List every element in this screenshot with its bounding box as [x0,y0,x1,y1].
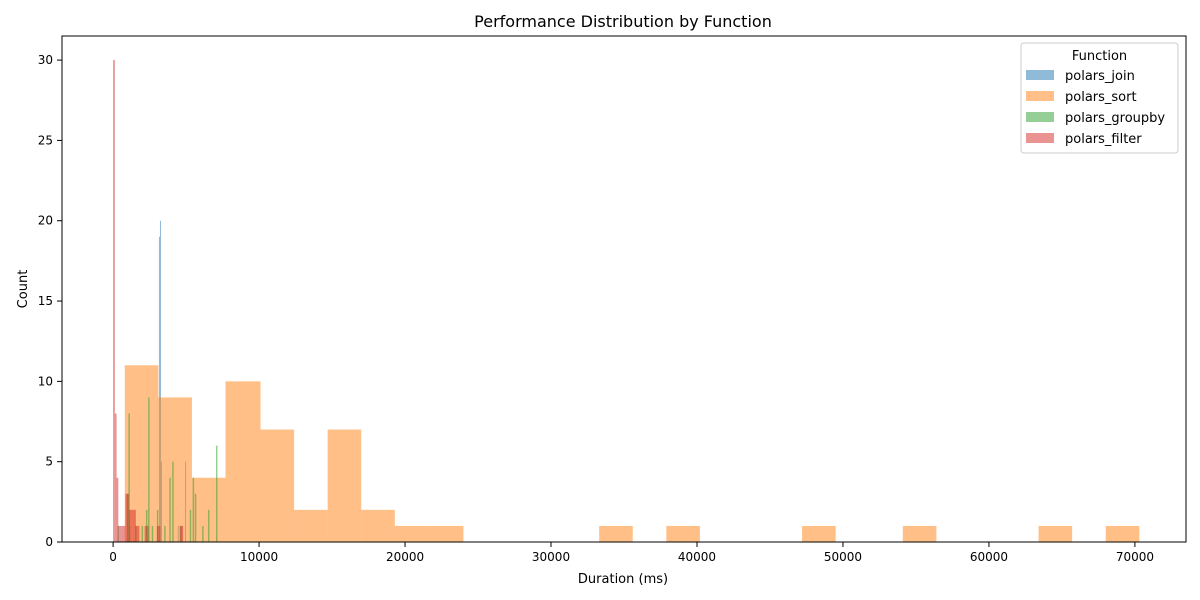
y-tick-label: 5 [45,455,53,469]
bar-polars_filter-0 [113,60,115,542]
bar-polars_sort-15 [1105,525,1140,542]
y-tick-label: 0 [45,535,53,549]
y-tick-label: 25 [38,133,53,147]
bar-polars_filter-8 [135,525,140,542]
legend-swatch-polars_sort [1026,91,1054,101]
x-tick-label: 10000 [240,550,278,564]
bar-polars_filter-1 [114,413,117,542]
bar-polars_groupby-16 [202,525,204,542]
bar-polars_groupby-13 [189,509,192,542]
y-axis-label: Count [16,270,31,309]
x-tick-label: 20000 [386,550,424,564]
x-tick-label: 40000 [678,550,716,564]
bar-polars_filter-11 [179,525,184,542]
bar-polars_filter-6 [128,509,133,542]
legend-swatch-polars_filter [1026,133,1054,143]
x-axis: 0 10000 20000 30000 40000 50000 60000 70000 [109,542,1154,564]
bar-polars_groupby-5 [145,509,148,542]
bar-polars_groupby-17 [207,509,210,542]
y-axis: 0 5 10 15 20 25 30 [38,53,62,549]
bar-polars_groupby-15 [194,493,197,542]
legend-swatch-polars_join [1026,70,1054,80]
bar-polars_sort-9 [429,525,464,542]
bar-polars_filter-4 [121,525,126,542]
bar-polars_groupby-6 [148,397,150,542]
bar-polars_groupby-7 [151,525,154,542]
y-tick-label: 30 [38,53,53,67]
bar-polars_sort-4 [260,429,295,542]
bar-polars_groupby-4 [141,525,144,542]
y-tick-label: 15 [38,294,53,308]
bar-polars_sort-1 [158,397,192,542]
legend-label-polars_filter: polars_filter [1065,132,1142,147]
series-polars_filter [113,60,184,542]
plot-frame [61,35,1187,543]
x-tick-label: 0 [109,550,117,564]
bar-polars_sort-6 [327,429,362,542]
legend-label-polars_sort: polars_sort [1065,90,1137,105]
bar-polars_sort-13 [902,525,937,542]
bar-polars_filter-9 [144,525,149,542]
bar-polars_sort-8 [394,525,430,542]
bar-polars_sort-3 [225,381,261,542]
bar-polars_groupby-18 [216,445,218,542]
legend: Function polars_join polars_sort polars_gro… [1020,42,1179,154]
chart-title: Performance Distribution by Function [474,12,772,31]
bar-polars_join-2 [158,236,160,543]
bar-polars_filter-10 [156,525,161,542]
bar-polars_groupby-9 [164,525,166,542]
legend-box [1020,42,1179,154]
bar-polars_sort-10 [599,525,633,542]
bar-polars_groupby-8 [156,509,159,542]
series-polars_sort [124,365,1140,542]
y-tick-label: 10 [38,374,53,388]
legend-swatch-polars_groupby [1026,112,1054,122]
bar-polars_filter-7 [132,509,136,542]
bar-polars_groupby-14 [192,477,195,542]
legend-label-polars_join: polars_join [1065,69,1135,84]
bar-polars_filter-3 [118,525,122,542]
legend-title: Function [1072,49,1127,64]
x-tick-label: 50000 [824,550,862,564]
bar-polars_sort-5 [294,509,328,542]
y-tick-label: 20 [38,214,53,228]
bar-polars_filter-2 [116,477,119,542]
x-axis-label: Duration (ms) [578,572,668,587]
bar-polars_join-3 [159,220,161,543]
bar-polars_groupby-10 [169,477,171,542]
bar-polars_groupby-2 [128,413,130,542]
x-tick-label: 70000 [1116,550,1154,564]
bar-polars_sort-12 [802,525,836,542]
x-tick-label: 30000 [532,550,570,564]
bar-polars_sort-14 [1038,525,1073,542]
bars-layer [113,60,1140,543]
bar-polars_sort-7 [361,509,395,542]
bar-polars_filter-5 [125,493,129,542]
bar-polars_sort-11 [666,525,700,542]
x-tick-label: 60000 [970,550,1008,564]
bar-polars_groupby-11 [172,461,174,542]
legend-label-polars_groupby: polars_groupby [1065,111,1165,126]
